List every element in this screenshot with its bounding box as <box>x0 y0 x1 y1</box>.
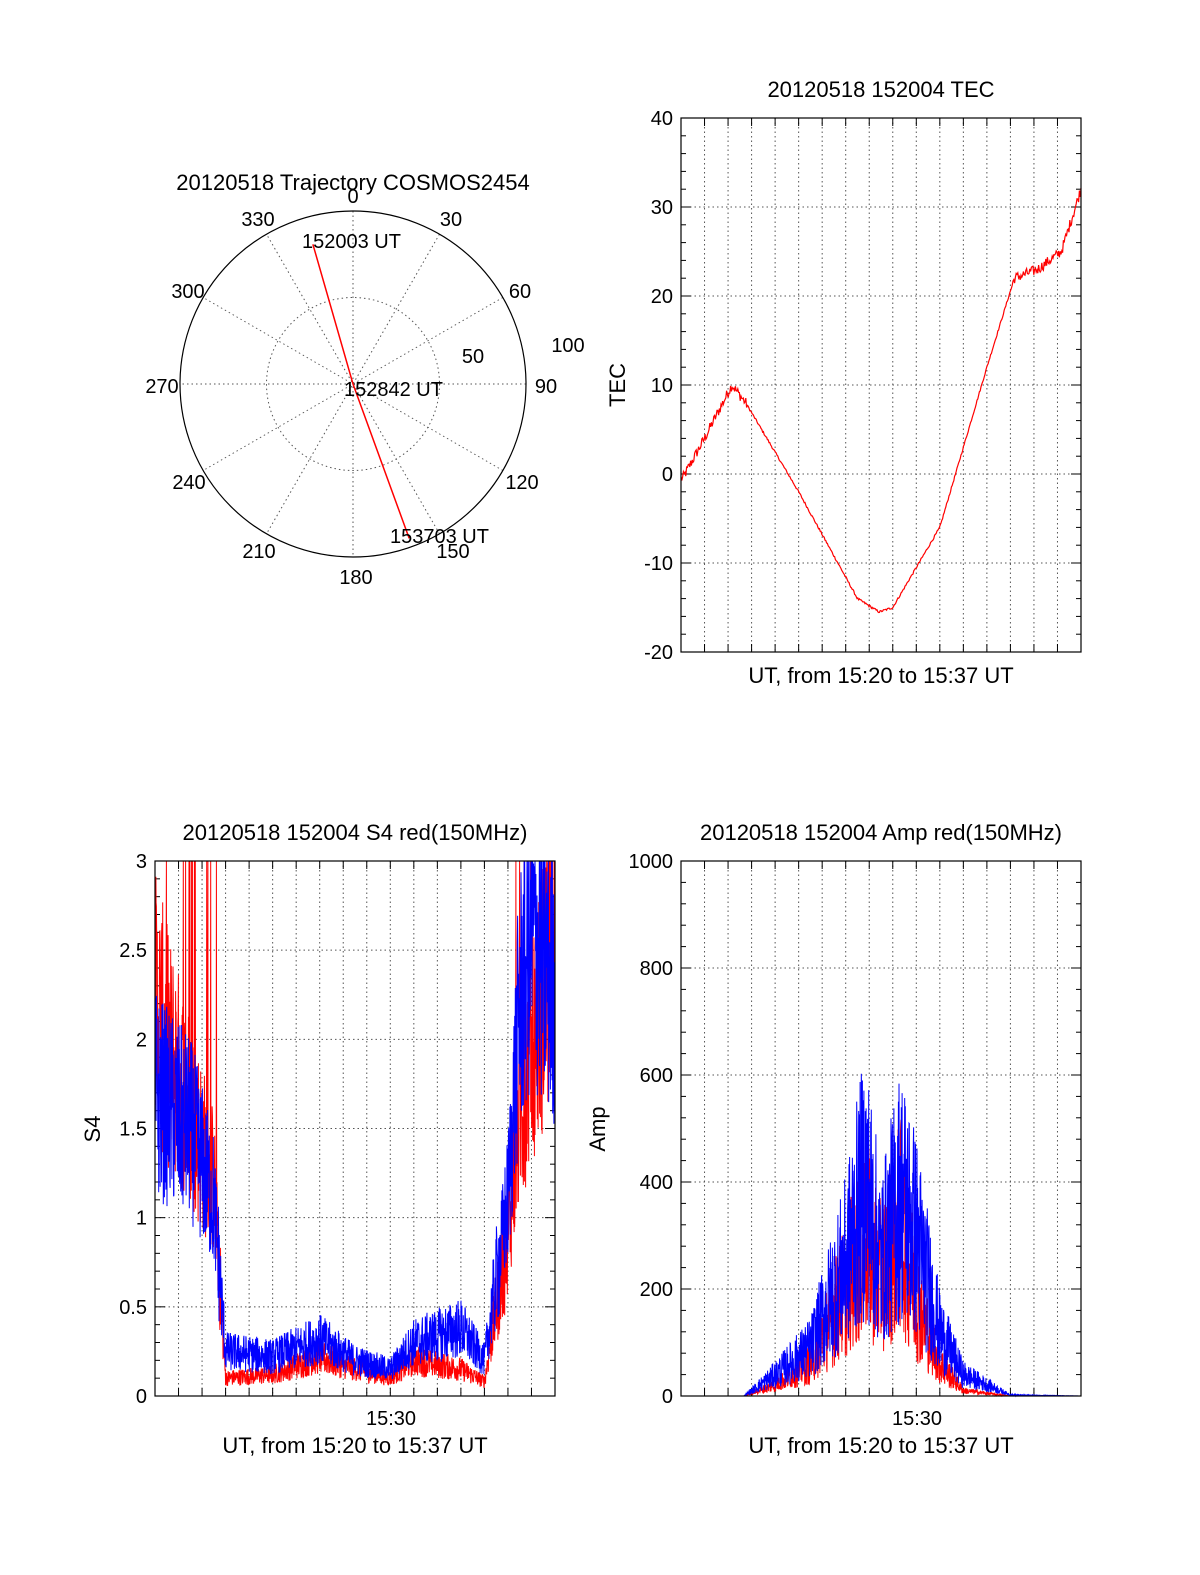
az-label-120: 120 <box>505 472 538 494</box>
s4-y-tick-label: 0.5 <box>119 1297 147 1319</box>
az-label-30: 30 <box>440 209 462 231</box>
az-label-240: 240 <box>172 472 205 494</box>
amp-x-tick-label: 15:30 <box>892 1408 942 1430</box>
radial-label-50: 50 <box>462 346 484 368</box>
az-label-210: 210 <box>242 541 275 563</box>
polar-grid <box>180 211 526 557</box>
radial-label-100: 100 <box>551 335 584 357</box>
tec-y-tick-label: 40 <box>651 108 673 130</box>
amp-plot-frame <box>680 860 1082 1397</box>
s4-y-tick-label: 2 <box>136 1029 147 1051</box>
az-label-330: 330 <box>241 209 274 231</box>
tec-x-axis-label: UT, from 15:20 to 15:37 UT <box>748 663 1013 688</box>
tec-y-tick-label: -10 <box>644 553 673 575</box>
annotation-end-time: 153703 UT <box>390 526 489 548</box>
az-label-0: 0 <box>347 186 358 208</box>
amp-series-line-blue <box>681 1073 1081 1398</box>
s4-y-tick-label: 1 <box>136 1208 147 1230</box>
az-label-60: 60 <box>509 281 531 303</box>
az-label-300: 300 <box>171 281 204 303</box>
polar-grid-spoke <box>266 233 440 535</box>
polar-grid-spoke <box>266 233 440 535</box>
amp-series <box>681 1073 1081 1398</box>
tec-y-tick-label: 30 <box>651 197 673 219</box>
amp-y-tick-label: 1000 <box>629 851 674 873</box>
amp-y-tick-label: 0 <box>662 1386 673 1408</box>
tec-y-tick-labels: 40 30 20 10 0 -10 -20 <box>644 108 673 664</box>
az-label-270: 270 <box>145 376 178 398</box>
s4-x-tick-label: 15:30 <box>366 1408 416 1430</box>
s4-plot-frame <box>154 860 556 1397</box>
annotation-mid-time: 152842 UT <box>344 379 443 401</box>
trajectory-line <box>312 244 410 539</box>
s4-y-tick-labels: 3 2.5 2 1.5 1 0.5 0 <box>119 851 147 1408</box>
az-label-180: 180 <box>339 567 372 589</box>
s4-y-axis-label: S4 <box>80 1116 105 1143</box>
tec-plot-frame <box>680 117 1082 653</box>
s4-y-tick-label: 2.5 <box>119 940 147 962</box>
tec-series <box>680 188 1082 614</box>
az-label-90: 90 <box>535 376 557 398</box>
amp-title: 20120518 152004 Amp red(150MHz) <box>700 820 1062 845</box>
amp-panel: 20120518 152004 Amp red(150MHz) 1000 800 6… <box>585 820 1082 1458</box>
amp-y-tick-label: 600 <box>640 1065 673 1087</box>
tec-grid <box>681 117 1081 653</box>
trajectory-title: 20120518 Trajectory COSMOS2454 <box>176 170 529 195</box>
trajectory-series <box>312 244 410 539</box>
polar-outer-circle <box>179 210 527 558</box>
tec-y-axis-label: TEC <box>605 363 630 407</box>
tec-title: 20120518 152004 TEC <box>767 77 994 102</box>
polar-grid-spoke <box>202 297 504 471</box>
s4-title: 20120518 152004 S4 red(150MHz) <box>183 820 528 845</box>
s4-grid <box>155 860 555 1397</box>
tec-panel: 20120518 152004 TEC 40 30 20 10 0 -10 -20 UT, … <box>605 77 1082 688</box>
amp-y-tick-label: 200 <box>640 1279 673 1301</box>
s4-y-tick-label: 3 <box>136 851 147 873</box>
tec-y-tick-label: 20 <box>651 286 673 308</box>
s4-y-tick-label: 1.5 <box>119 1119 147 1141</box>
tec-y-tick-label: 10 <box>651 375 673 397</box>
s4-panel: 20120518 152004 S4 red(150MHz) 3 2.5 2 1.5 1… <box>80 820 556 1458</box>
amp-x-axis-label: UT, from 15:20 to 15:37 UT <box>748 1433 1013 1458</box>
s4-y-tick-label: 0 <box>136 1386 147 1408</box>
amp-y-tick-label: 400 <box>640 1172 673 1194</box>
annotation-start-time: 152003 UT <box>302 231 401 253</box>
tec-series-line-red <box>680 188 1082 614</box>
s4-series <box>154 860 556 1389</box>
trajectory-polar-plot: 20120518 Trajectory COSMOS2454 0 30 60 9… <box>145 170 584 589</box>
az-label-150: 150 <box>436 541 469 563</box>
tec-y-tick-label: 0 <box>662 464 673 486</box>
amp-y-tick-labels: 1000 800 600 400 200 0 <box>629 851 674 1408</box>
polar-grid-spoke <box>202 297 504 471</box>
s4-series-line-blue <box>154 860 556 1380</box>
tec-y-tick-label: -20 <box>644 642 673 664</box>
amp-y-axis-label: Amp <box>585 1106 610 1151</box>
amp-y-tick-label: 800 <box>640 958 673 980</box>
azimuth-labels: 0 30 60 90 120 150 180 210 240 270 300 3… <box>145 186 557 589</box>
s4-x-axis-label: UT, from 15:20 to 15:37 UT <box>222 1433 487 1458</box>
